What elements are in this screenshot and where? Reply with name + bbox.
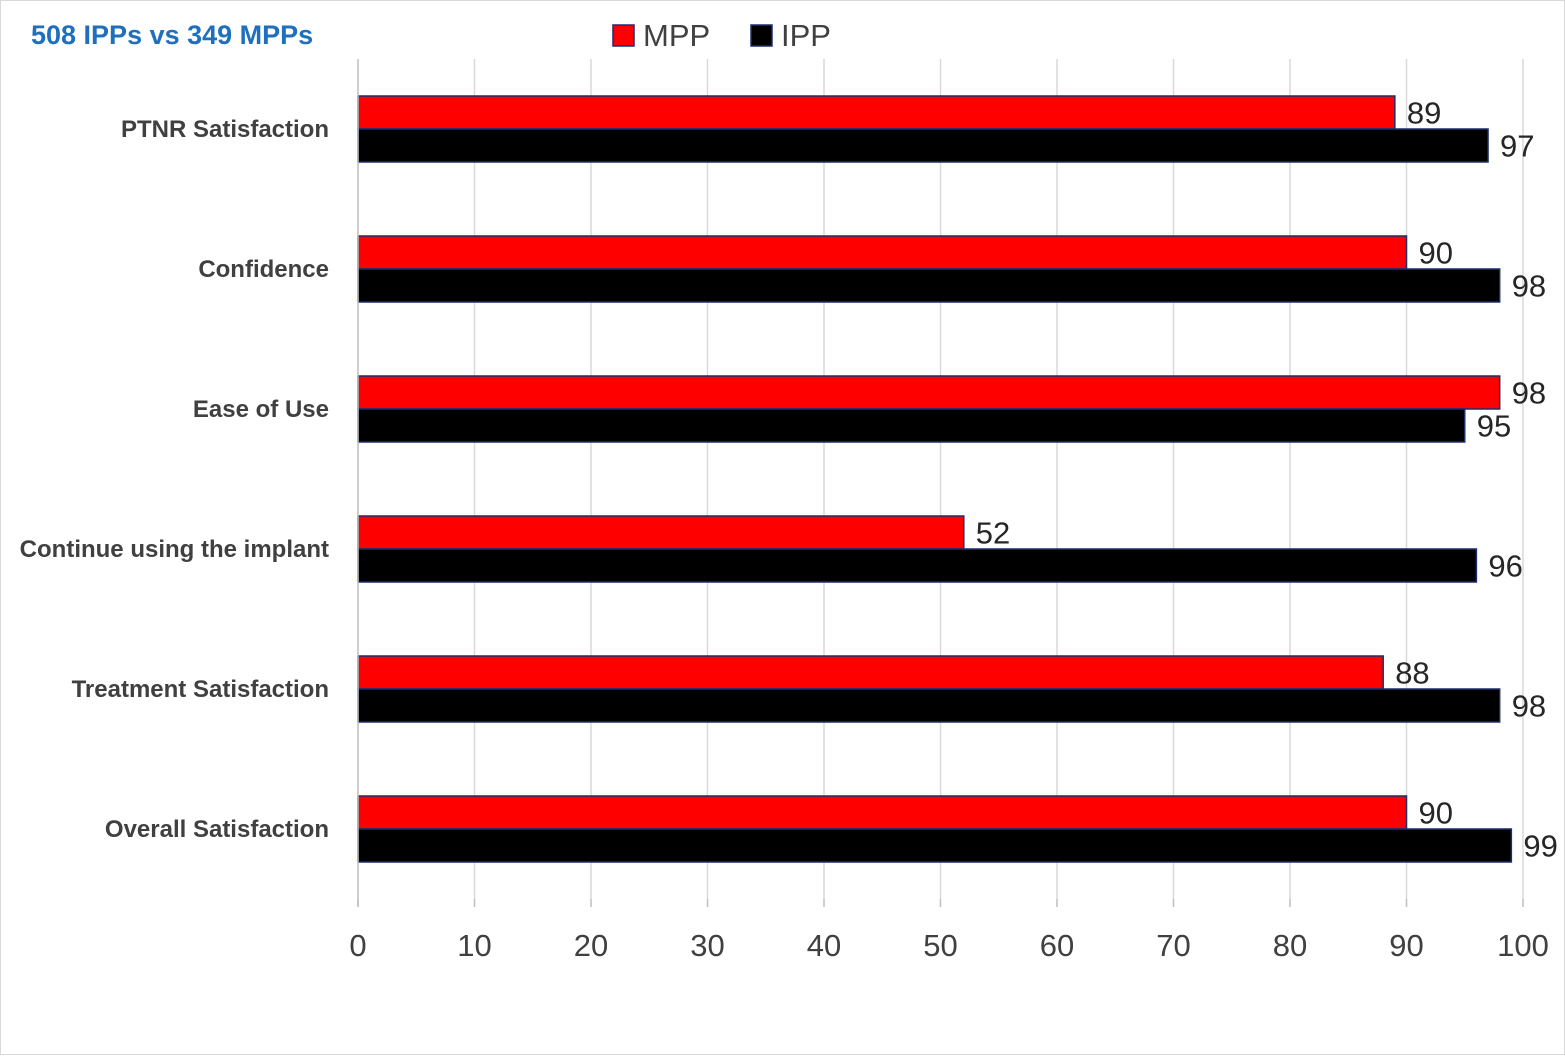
category-label: Treatment Satisfaction xyxy=(72,676,329,703)
bar-ipp xyxy=(357,688,1501,723)
data-label-ipp: 96 xyxy=(1488,549,1522,584)
bar-mpp xyxy=(357,95,1396,130)
data-label-mpp: 52 xyxy=(976,516,1010,551)
x-tick-label: 30 xyxy=(690,928,724,963)
bar-mpp xyxy=(357,515,965,550)
bar-ipp xyxy=(357,128,1489,163)
x-tick-label: 20 xyxy=(574,928,608,963)
data-label-mpp: 90 xyxy=(1419,236,1453,271)
category-label: Continue using the implant xyxy=(20,536,329,563)
x-tick-label: 40 xyxy=(807,928,841,963)
x-tick-label: 100 xyxy=(1497,928,1549,963)
bar-mpp xyxy=(357,375,1501,410)
category-label: Ease of Use xyxy=(193,396,329,423)
data-label-ipp: 95 xyxy=(1477,409,1511,444)
x-tick-label: 50 xyxy=(923,928,957,963)
bar-ipp xyxy=(357,268,1501,303)
category-label: Confidence xyxy=(198,256,329,283)
data-label-ipp: 97 xyxy=(1500,129,1534,164)
bar-mpp xyxy=(357,235,1408,270)
bar-ipp xyxy=(357,408,1466,443)
data-label-mpp: 88 xyxy=(1395,656,1429,691)
legend-swatch-mpp xyxy=(612,24,635,47)
bar-mpp xyxy=(357,655,1384,690)
data-label-mpp: 98 xyxy=(1512,376,1546,411)
x-tick-label: 90 xyxy=(1389,928,1423,963)
data-label-ipp: 99 xyxy=(1523,829,1557,864)
x-tick-label: 60 xyxy=(1040,928,1074,963)
legend: MPP IPP xyxy=(612,18,831,53)
gridlines xyxy=(473,59,1524,899)
data-label-mpp: 89 xyxy=(1407,96,1441,131)
bar-mpp xyxy=(357,795,1408,830)
bars xyxy=(357,95,1513,863)
data-label-ipp: 98 xyxy=(1512,269,1546,304)
legend-label-mpp: MPP xyxy=(643,18,710,53)
chart-title: 508 IPPs vs 349 MPPs xyxy=(31,20,313,50)
x-tick-label: 0 xyxy=(349,928,366,963)
legend-swatch-ipp xyxy=(750,24,773,47)
x-tick-label: 10 xyxy=(457,928,491,963)
x-tick-label: 80 xyxy=(1273,928,1307,963)
data-label-mpp: 90 xyxy=(1419,796,1453,831)
x-tick-label: 70 xyxy=(1156,928,1190,963)
category-label: Overall Satisfaction xyxy=(105,816,329,843)
data-label-ipp: 98 xyxy=(1512,689,1546,724)
legend-label-ipp: IPP xyxy=(781,18,831,53)
bar-ipp xyxy=(357,548,1478,583)
axes xyxy=(357,59,1524,907)
category-label: PTNR Satisfaction xyxy=(121,116,329,143)
labels: 0 10 20 30 40 50 60 70 80 90 100 PTNR Satisfaction 8… xyxy=(20,96,1558,964)
bar-ipp xyxy=(357,828,1513,863)
